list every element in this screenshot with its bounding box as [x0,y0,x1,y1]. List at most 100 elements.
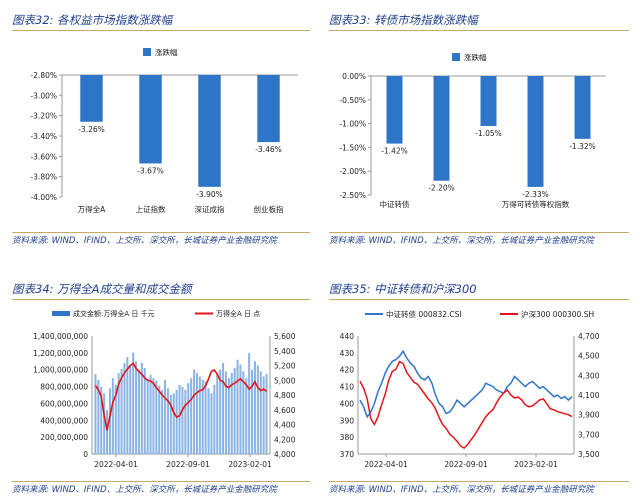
source-note: 资料来源: WIND、IFIND、上交所、深交所，长城证券产业金融研究院 [329,236,594,246]
y-tick-label: -1.00% [339,120,366,129]
turnover-bar [106,410,109,454]
legend-label: 中证转债 000832.CSI [386,309,462,319]
y-left-tick-label: 600,000,000 [40,399,88,408]
x-tick-label: 2022-09-01 [166,460,210,469]
turnover-bar [230,373,233,454]
bar [139,75,162,164]
x-tick-label: 2023-02-01 [228,460,272,469]
turnover-bar [256,365,259,454]
bar-chart-equity: -2.80% -3.00% -3.20% -3.40% -3.60% -3.80% -4.0… [30,47,298,214]
data-label: -3.67% [137,166,164,175]
data-label: -2.33% [522,190,549,199]
title-rule [12,30,310,31]
turnover-bar [117,373,120,454]
turnover-bar [175,389,178,454]
y-right-tick-label: 4,600 [274,406,296,415]
bar [386,76,403,144]
y-right-tick-label: 4,500 [578,352,600,361]
y-right-tick-label: 4,200 [274,435,296,444]
y-tick-label: 0.00% [342,72,366,81]
y-right-tick-label: 4,000 [274,450,296,459]
turnover-bar [253,361,256,454]
turnover-bar [181,386,184,454]
x-tick-label: 2023-02-01 [514,460,558,469]
turnover-bar [204,381,207,454]
turnover-bar [213,384,216,454]
turnover-bar [120,368,123,454]
turnover-bar [224,371,227,454]
y-tick-label: -3.60% [30,152,57,161]
turnover-bar [135,361,138,454]
bar [527,76,544,187]
turnover-bar [111,378,114,454]
category-label: 中证转债 [380,199,410,209]
legend-label: 涨跌幅 [464,52,487,62]
y-right-tick-label: 4,800 [274,391,296,400]
turnover-bar [184,389,187,454]
y-left-tick-label: 430 [340,349,355,358]
y-tick-label: -2.00% [339,167,366,176]
turnover-bar [227,378,230,454]
turnover-bar [129,365,132,454]
panel-equity-returns: 图表32: 各权益市场指数涨跌幅 -2.80% -3.00% -3.20% -3.40… [0,0,320,250]
panel-cb-vs-csi300: 图表35: 中证转债和沪深300 370 380 390 400 410 420 430 44… [320,250,640,501]
turnover-bar [178,384,181,454]
y-right-tick-label: 4,100 [578,391,600,400]
turnover-bar [143,368,146,454]
turnover-bar [219,369,222,454]
y-tick-label: -3.20% [30,112,57,121]
source-rule [329,481,629,482]
y-tick-label: -1.50% [339,143,366,152]
y-right-tick-label: 5,200 [274,362,296,371]
bar-chart-convertible: 0.00% -0.50% -1.00% -1.50% -2.00% -2.50% -1.42… [339,52,606,209]
turnover-bar [166,388,169,454]
turnover-bar [126,357,129,454]
turnover-bar [100,386,103,454]
turnover-bar [236,359,239,454]
turnover-bar [210,393,213,454]
turnover-bar [248,352,251,454]
turnover-bar [195,373,198,454]
chart-title: 图表34: 万得全A成交量和成交金额 [12,282,192,296]
turnover-bar [262,376,265,454]
y-left-tick-label: 420 [340,366,355,375]
chart-title: 图表35: 中证转债和沪深300 [329,282,477,296]
cb-index-line [359,349,573,419]
turnover-bar [108,388,111,454]
turnover-bar [193,369,196,454]
turnover-bar [245,378,248,454]
turnover-bar [242,371,245,454]
bar [257,75,280,143]
turnover-bar [123,362,126,454]
source-note: 资料来源: WIND、IFIND、上交所、深交所，长城证券产业金融研究院 [12,485,277,495]
chart-title: 图表32: 各权益市场指数涨跌幅 [12,13,173,27]
turnover-bar [172,393,175,454]
bar [198,75,221,187]
data-label: -1.42% [381,147,408,156]
source-rule [12,481,310,482]
turnover-bar [114,384,117,454]
category-label: 万得可转债等权指数 [502,199,570,209]
y-right-tick-label: 5,400 [274,347,296,356]
turnover-bar [198,376,201,454]
turnover-bar [207,388,210,454]
turnover-bar [149,374,152,454]
bar [480,76,497,126]
data-label: -3.46% [255,145,282,154]
turnover-bar [187,383,190,454]
y-left-tick-label: 410 [340,383,355,392]
turnover-bar [222,362,225,454]
y-left-tick-label: 400,000,000 [40,416,88,425]
y-left-tick-label: 800,000,000 [40,383,88,392]
turnover-bar [190,378,193,454]
y-left-tick-label: 400 [340,399,355,408]
data-label: -3.90% [196,190,223,199]
legend-label: 万得全A 日 点 [216,309,260,318]
line-chart-indices: 370 380 390 400 410 420 430 440 3,500 3,700 3,900 4… [340,309,600,469]
turnover-bar [94,373,97,454]
data-label: -3.26% [78,125,105,134]
chart-title: 图表33: 转债市场指数涨跌幅 [329,13,478,27]
turnover-bar [137,369,140,454]
y-left-tick-label: 370 [340,450,355,459]
panel-turnover: 图表34: 万得全A成交量和成交金额 0 200,000,000 400,000,0… [0,250,320,501]
